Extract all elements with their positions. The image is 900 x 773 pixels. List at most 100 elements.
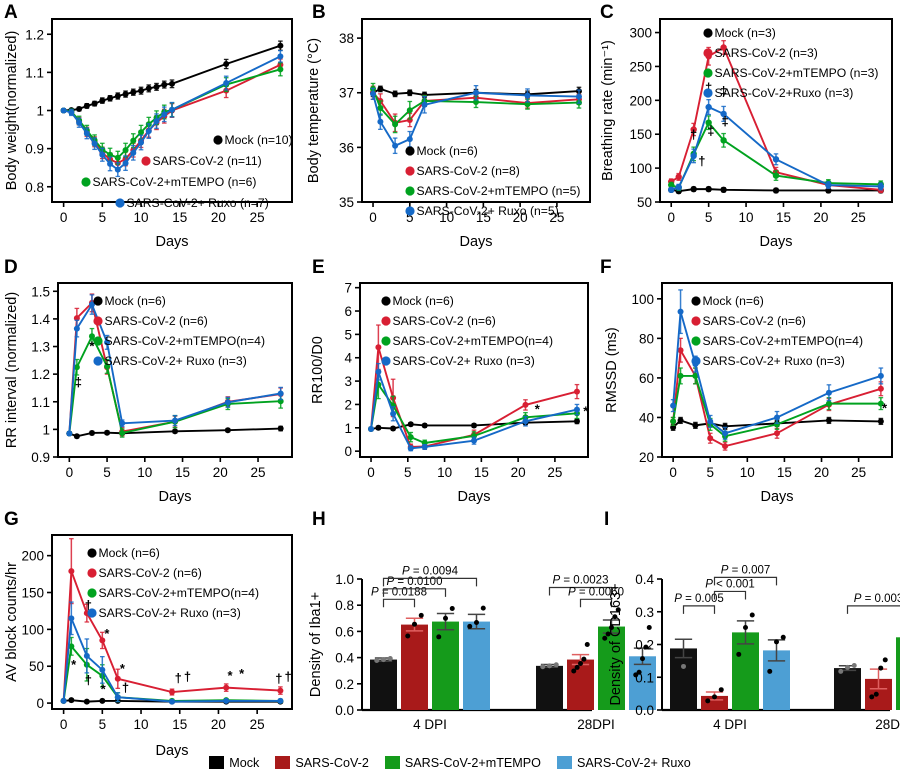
legend-marker [381, 336, 391, 346]
scatter-point [774, 639, 779, 645]
data-point [524, 92, 531, 99]
scatter-point [443, 615, 448, 621]
y-tick-label: 80 [639, 331, 654, 346]
data-point [690, 185, 697, 193]
scatter-point [643, 644, 649, 650]
legend-label: SARS-CoV-2+ Ruxo (n=3) [105, 354, 247, 368]
data-point [68, 615, 75, 622]
panel-g-av-block-counts: 0 5 10 15 20 25 0 50 100 150 200 Days AV block count… [0, 507, 300, 759]
x-tick-label: 15 [476, 210, 491, 225]
scatter-point [602, 635, 608, 641]
pvalue-label: P < 0.001 [705, 578, 755, 590]
data-point [114, 166, 121, 173]
x-tick-label: 15 [776, 210, 791, 225]
legend-label: SARS-CoV-2+mTEMPO (n=5) [417, 184, 581, 198]
x-tick-label: 15 [474, 465, 489, 480]
x-tick-label: 0 [369, 210, 377, 225]
data-point [76, 105, 83, 112]
pvalue-label: P = 0.0100 [387, 576, 443, 588]
legend-marker [381, 356, 391, 366]
legend-item-label: SARS-CoV-2+mTEMPO [404, 755, 541, 770]
data-point [720, 44, 727, 51]
y-tick-label: 2 [344, 397, 352, 412]
pvalue-label: P = 0.003 [854, 593, 900, 605]
data-point [88, 429, 95, 436]
group-label: 28DPI [577, 717, 615, 732]
data-point [277, 53, 284, 60]
data-point [73, 364, 80, 371]
pvalue-label: P = 0.0188 [371, 586, 427, 598]
series-line [68, 334, 281, 435]
scatter-point [374, 657, 380, 663]
significance-marker: † [275, 671, 282, 686]
legend-marker [93, 316, 103, 326]
data-point [76, 119, 83, 126]
data-point [88, 333, 95, 340]
data-point [825, 417, 832, 424]
legend-label: SARS-CoV-2 (n=6) [99, 566, 202, 580]
panel-c-breathing-rate: 0 5 10 15 20 25 50 100 150 200 250 300 Days Breathing… [596, 0, 900, 250]
legend-item-label: Mock [229, 755, 260, 770]
significance-marker: * [89, 339, 95, 354]
data-point [575, 93, 582, 100]
y-tick-label: 100 [631, 292, 654, 307]
x-tick-label: 25 [251, 465, 266, 480]
x-axis-label: Days [158, 489, 191, 505]
y-tick-label: 35 [339, 195, 354, 210]
x-tick-label: 15 [777, 465, 792, 480]
data-point [223, 60, 230, 67]
data-point [473, 99, 479, 106]
y-tick-label: 1 [344, 421, 352, 436]
y-axis-label: RMSSD (ms) [604, 327, 620, 412]
data-point [99, 151, 106, 158]
scatter-point [605, 631, 611, 637]
legend-marker [381, 296, 391, 306]
legend-marker [405, 206, 415, 216]
data-point [406, 89, 413, 96]
y-axis-label: Body weight(normalized) [4, 31, 20, 191]
legend-swatch-ruxo [556, 756, 572, 769]
data-point [114, 694, 121, 701]
scatter-point [540, 664, 546, 670]
bar [598, 626, 625, 710]
data-point [377, 85, 384, 92]
scatter-point [749, 612, 755, 618]
data-point [407, 421, 414, 428]
series-line [62, 570, 281, 701]
legend-label: SARS-CoV-2+ Ruxo (n=7) [127, 196, 269, 210]
data-point [522, 401, 529, 408]
data-point [392, 142, 399, 149]
data-point [68, 643, 75, 650]
scatter-point [718, 687, 724, 693]
legend-marker [405, 166, 415, 176]
x-tick-label: 25 [250, 210, 265, 225]
legend-label: Mock (n=6) [393, 294, 454, 308]
panel-f-rmssd: 0 5 10 15 20 25 20 40 60 80 100 Days RMSSD (ms) * Mock… [596, 255, 900, 505]
legend-label: SARS-CoV-2+mTEMPO(n=4) [393, 334, 554, 348]
data-point [720, 137, 727, 144]
data-point [368, 425, 375, 432]
plot-frame [659, 18, 893, 203]
data-point [375, 344, 382, 351]
scatter-point [736, 651, 742, 657]
y-tick-label: 0.0 [635, 703, 654, 718]
scatter-point [705, 698, 711, 704]
data-point [377, 105, 384, 112]
y-tick-label: 100 [629, 161, 652, 176]
scatter-point [743, 624, 748, 630]
bar [536, 665, 563, 710]
data-point [161, 111, 168, 118]
series-line [370, 371, 578, 450]
data-point [223, 80, 230, 87]
x-tick-label: 15 [175, 465, 190, 480]
pvalue-bracket [382, 577, 478, 587]
data-point [690, 126, 697, 133]
data-point [169, 698, 175, 705]
legend-marker [691, 336, 701, 346]
y-axis-label: Body temperature (°C) [306, 38, 322, 183]
y-tick-label: 0 [344, 444, 352, 459]
legend-item-label: SARS-CoV-2+ Ruxo [576, 755, 691, 770]
data-point [138, 87, 145, 94]
data-point [877, 372, 884, 379]
pvalue-label: P = 0.005 [674, 593, 724, 605]
